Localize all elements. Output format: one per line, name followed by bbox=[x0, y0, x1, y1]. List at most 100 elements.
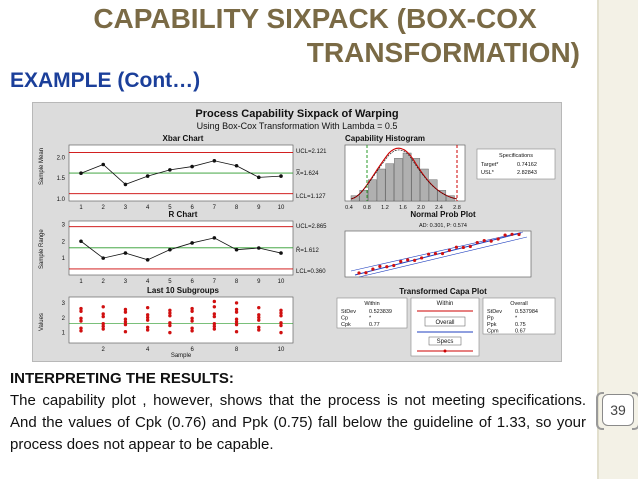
slide-title-line2: TRANSFORMATION) bbox=[306, 37, 580, 68]
xbar-xtick: 6 bbox=[190, 205, 194, 211]
normal-point bbox=[433, 252, 438, 256]
normal-point bbox=[475, 240, 479, 245]
last10-point bbox=[234, 307, 239, 312]
last10-point bbox=[123, 322, 128, 327]
capability-sixpack-figure: Process Capability Sixpack of Warping Us… bbox=[32, 102, 562, 362]
histogram-xtick: 1.6 bbox=[399, 205, 407, 211]
histogram-xtick: 0.4 bbox=[345, 205, 353, 211]
r-xtick: 2 bbox=[102, 279, 106, 285]
last10-point bbox=[279, 311, 283, 315]
normal-ci-upper bbox=[350, 231, 524, 272]
last10-xlabel: Sample bbox=[171, 353, 192, 359]
histogram-bar bbox=[368, 179, 377, 202]
last10-point bbox=[212, 305, 217, 309]
histogram-bar bbox=[428, 179, 438, 202]
xbar-ucl: UCL=2.121 bbox=[296, 149, 327, 155]
r-ylabel: Sample Range bbox=[39, 229, 45, 269]
capa-within-label: Cpk bbox=[341, 322, 351, 328]
last10-point bbox=[145, 315, 150, 320]
normal-point bbox=[468, 244, 472, 249]
normal-ci-lower bbox=[358, 236, 528, 278]
r-xtick: 7 bbox=[213, 279, 217, 285]
histogram-xtick: 0.8 bbox=[363, 205, 371, 211]
spec-usl-label: USL* bbox=[481, 170, 495, 176]
last10-point bbox=[145, 318, 150, 322]
normal-stats: AD: 0.301, P: 0.574 bbox=[419, 223, 467, 229]
xbar-point bbox=[145, 174, 150, 178]
histogram-xtick: 2.0 bbox=[417, 205, 425, 211]
capa-overall-box bbox=[482, 297, 556, 335]
last10-point bbox=[212, 324, 217, 329]
last10-point bbox=[190, 319, 194, 323]
last10-point bbox=[190, 329, 194, 333]
r-xtick: 4 bbox=[146, 279, 150, 285]
xbar-xtick: 10 bbox=[278, 205, 285, 211]
last10-xtick: 2 bbox=[102, 347, 106, 353]
last10-point bbox=[168, 330, 172, 335]
normal-point bbox=[461, 245, 465, 250]
histogram-bar bbox=[376, 168, 386, 202]
last10-point bbox=[257, 315, 261, 320]
interpretation-paragraph: The capability plot , however, shows tha… bbox=[10, 392, 586, 453]
histogram-bar bbox=[437, 190, 447, 202]
xbar-xtick: 3 bbox=[124, 205, 128, 211]
last10-plot-area bbox=[68, 296, 294, 344]
last10-point bbox=[123, 330, 128, 334]
r-xtick: 3 bbox=[124, 279, 128, 285]
xbar-xtick: 1 bbox=[79, 205, 83, 211]
figure-title: Process Capability Sixpack of Warping bbox=[195, 108, 398, 120]
r-xtick: 1 bbox=[79, 279, 83, 285]
last10-xtick: 6 bbox=[190, 347, 194, 353]
xbar-ylabel: Sample Mean bbox=[39, 148, 45, 185]
last10-ylabel: Values bbox=[39, 313, 45, 331]
normal-point bbox=[413, 258, 417, 262]
r-point bbox=[123, 251, 128, 255]
capa-within-box bbox=[336, 297, 408, 329]
last10-point bbox=[234, 317, 239, 321]
normal-point bbox=[482, 239, 486, 243]
xbar-series-line bbox=[80, 160, 282, 185]
histogram-bar bbox=[394, 158, 403, 202]
slide-subtitle: EXAMPLE (Cont…) bbox=[10, 69, 201, 92]
last10-point bbox=[101, 327, 105, 331]
xbar-point bbox=[168, 168, 172, 172]
r-ytick: 2 bbox=[62, 239, 66, 245]
xbar-point bbox=[234, 163, 239, 168]
spec-usl-value: 2.82843 bbox=[517, 170, 537, 176]
sidebar-divider bbox=[597, 0, 599, 479]
normal-prob-plot: Normal Prob Plot AD: 0.301, P: 0.574 bbox=[344, 210, 532, 278]
xbar-lcl: LCL=1.127 bbox=[296, 194, 326, 200]
slide-title-line1: CAPABILITY SIXPACK (BOX-COX bbox=[93, 3, 537, 34]
last10-point bbox=[212, 312, 217, 316]
normal-point bbox=[399, 259, 403, 264]
normal-fit-line bbox=[354, 232, 522, 276]
last10-point bbox=[279, 313, 283, 318]
capa-overall-badge bbox=[424, 316, 466, 327]
r-xtick: 5 bbox=[168, 279, 172, 285]
last10-point bbox=[123, 307, 128, 312]
capa-within-header: Within bbox=[364, 301, 379, 307]
last10-xtick: 4 bbox=[146, 347, 150, 353]
last10-point bbox=[234, 310, 239, 314]
spec-target-value: 0.74162 bbox=[517, 162, 537, 168]
last10-ytick: 3 bbox=[62, 301, 66, 307]
last10-point bbox=[101, 305, 105, 309]
normal-point bbox=[364, 271, 368, 275]
histogram-bar bbox=[385, 163, 395, 202]
r-point bbox=[79, 239, 83, 244]
page-bracket-left bbox=[596, 392, 604, 430]
normal-point bbox=[503, 233, 507, 237]
histogram-xtick: 2.8 bbox=[453, 205, 461, 211]
normal-point bbox=[426, 252, 431, 256]
r-point bbox=[279, 251, 283, 255]
last10-point bbox=[234, 330, 239, 334]
spec-title: Specifications bbox=[499, 153, 533, 159]
xbar-mean: X̿=1.624 bbox=[296, 169, 319, 177]
last10-ytick: 2 bbox=[62, 316, 66, 322]
last10-point bbox=[79, 319, 83, 323]
histogram-xtick: 2.4 bbox=[435, 205, 443, 211]
histogram-fit-curve-within bbox=[350, 147, 458, 200]
last10-point bbox=[101, 324, 105, 329]
last10-point bbox=[212, 327, 217, 331]
capa-overall-value: * bbox=[515, 316, 518, 322]
